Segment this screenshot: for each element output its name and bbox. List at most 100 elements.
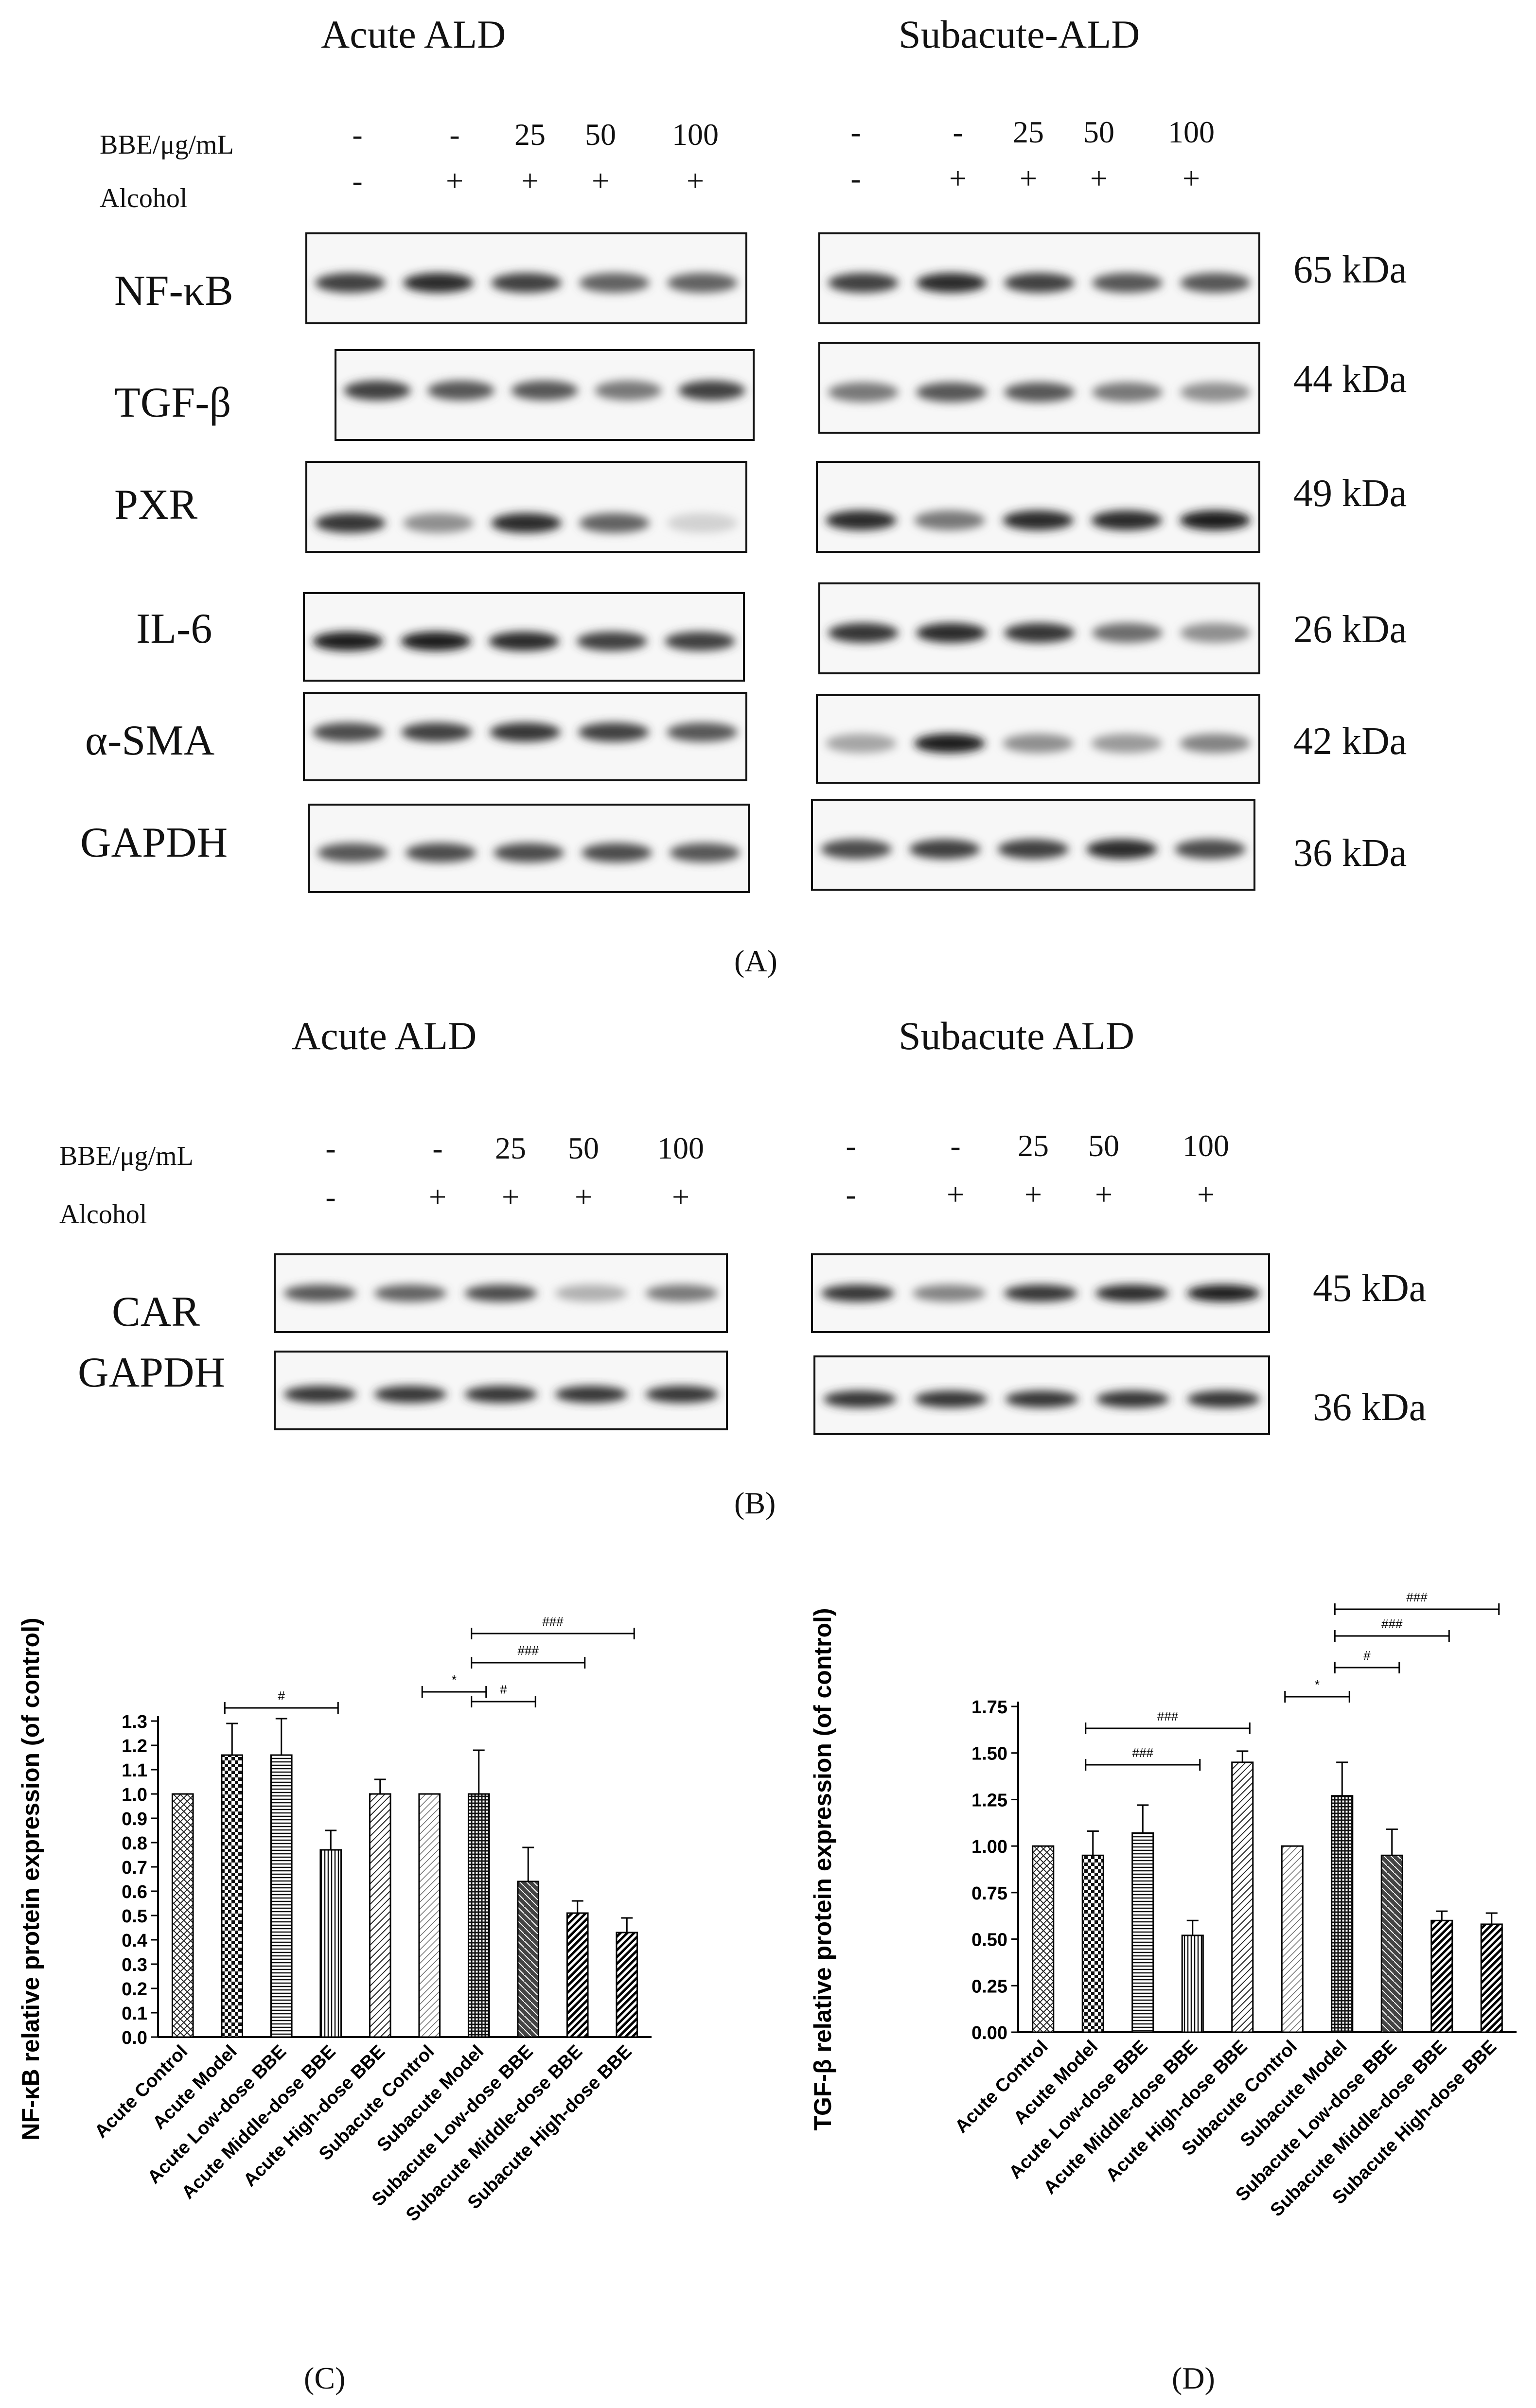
y-tick-label-2: 0.50 [971,1930,1007,1951]
panel-a-label: (A) [734,944,777,978]
y-tick-label-8: 0.8 [122,1833,147,1854]
panel-a-right-alcohol-0: - [850,161,861,195]
bar-2 [1131,1832,1154,2033]
panel-b-left-title: Acute ALD [292,1014,477,1058]
sig-label-5: ### [1406,1590,1428,1604]
blot-b-right-gapdh-band-4 [1187,1390,1260,1408]
blot-a-left-il6-band-4 [665,632,735,651]
y-tick-label-4: 0.4 [122,1931,147,1951]
panel-a-kda-tgfb: 44 kDa [1293,358,1407,401]
blot-a-right-pxr-band-0 [826,510,897,530]
panel-a-left-alcohol-0: - [352,163,363,198]
panel-a-left-bbe-0: - [352,117,363,152]
panel-a-protein-pxr: PXR [114,481,198,528]
y-tick-label-7: 0.7 [122,1858,147,1878]
blot-b-left-car-band-0 [283,1284,356,1302]
panel-a-kda-gapdh: 36 kDa [1293,832,1407,875]
panel-a-right-title: Subacute-ALD [899,12,1140,56]
y-tick-label-0: 0.0 [122,2028,147,2048]
sig-label-3: # [1363,1648,1371,1663]
blot-a-left-asma-band-0 [313,722,384,742]
blot-a-right-il6 [818,582,1260,674]
y-tick-label-2: 0.2 [122,1979,147,2000]
panel-b-left-alcohol-2: + [501,1179,520,1214]
sig-label-0: # [278,1688,285,1703]
panel-a-right-alcohol-4: + [1182,161,1201,195]
blot-b-right-car [811,1253,1270,1333]
blot-b-right-gapdh-band-3 [1096,1390,1169,1408]
bar-5 [1281,1845,1304,2033]
blot-a-right-tgfb-band-2 [1004,382,1075,403]
panel-b-right-bbe-4: 100 [1183,1128,1229,1163]
blot-a-right-gapdh-band-3 [1086,839,1157,860]
blot-a-right-gapdh-band-1 [909,839,980,860]
panel-a-kda-il6: 26 kDa [1293,608,1407,651]
panel-b-alcohol-label: Alcohol [59,1199,147,1230]
bar-4 [369,1793,391,2038]
sig-label-1: ### [1157,1709,1179,1723]
panel-a-right-bbe-0: - [850,115,861,149]
blot-a-right-pxr-band-2 [1003,510,1074,530]
bar-3 [1181,1934,1204,2033]
panel-a-right-bbe-3: 50 [1083,115,1114,149]
panel-b-right-alcohol-0: - [846,1177,856,1212]
panel-a-left-bbe-2: 25 [514,117,546,152]
chart-c-nfkb: 0.0 0.1 0.2 0.3 0.4 0.5 0.6 0.7 0.8 0.9 1.0 1.1 1.2 1… [17,1614,652,2226]
blot-a-right-tgfb-band-1 [916,382,987,403]
blot-a-right-pxr-band-3 [1091,510,1162,530]
bar-9 [616,1932,638,2038]
panel-a-right-bbe-1: - [953,115,963,149]
panel-b-right-alcohol-2: + [1024,1177,1042,1212]
y-tick-label-3: 0.75 [971,1883,1007,1904]
blot-a-left-asma-band-1 [401,722,472,742]
panel-b-kda-car: 45 kDa [1313,1267,1427,1310]
y-tick-label-4: 1.00 [971,1837,1007,1857]
panel-c-label: (C) [304,2361,346,2395]
panel-b-left-alcohol-4: + [671,1179,690,1214]
panel-b-left-alcohol-1: + [428,1179,447,1214]
panel-b-right-alcohol-3: + [1095,1177,1113,1212]
blot-a-left-nfkb-band-1 [403,273,474,293]
panel-a-protein-nfkb: NF-κB [114,267,233,315]
blot-a-right-asma-band-3 [1091,734,1162,753]
y-tick-label-12: 1.2 [122,1736,147,1757]
panel-b-protein-car: CAR [112,1288,200,1336]
panel-a-right-bbe-2: 25 [1013,115,1044,149]
y-tick-label-10: 1.0 [122,1785,147,1805]
panel-b-left-bbe-3: 50 [568,1131,599,1165]
panel-a-left-title: Acute ALD [321,12,506,56]
panel-b-protein-gapdh: GAPDH [78,1349,226,1396]
panel-a-kda-nfkb: 65 kDa [1293,248,1407,291]
blot-b-right-car-band-3 [1095,1284,1169,1302]
blot-a-left-il6-band-0 [313,632,383,651]
blot-a-right-nfkb-band-4 [1180,273,1251,293]
panel-b-right-bbe-1: - [950,1128,961,1163]
blot-a-left-gapdh-band-3 [582,843,652,862]
blot-b-left-gapdh [274,1351,728,1430]
blot-a-left-asma-band-3 [578,722,649,742]
bar-4 [1231,1761,1254,2033]
blot-a-right-asma-band-1 [914,734,985,753]
blot-b-right-car-band-0 [821,1284,895,1302]
blot-b-left-gapdh-band-3 [555,1386,628,1403]
blot-a-left-tgfb-band-1 [427,380,494,401]
blot-a-left-pxr-band-2 [491,513,562,533]
panel-a-left-alcohol-1: + [445,163,464,198]
panel-b-left-bbe-4: 100 [657,1131,704,1165]
panel-b-left-bbe-0: - [325,1131,336,1165]
blot-b-left-gapdh-band-1 [374,1386,447,1403]
bar-7 [517,1881,540,2038]
category-label-1: Acute Model [149,2041,241,2133]
panel-a-kda-pxr: 49 kDa [1293,472,1407,515]
panel-a-protein-tgfb: TGF-β [114,379,231,426]
bar-5 [418,1793,441,2038]
blot-a-left-gapdh [308,804,750,893]
sig-label-4: ### [1381,1617,1403,1631]
panel-b-left-alcohol-3: + [574,1179,593,1214]
blot-a-right-asma-band-0 [826,734,897,753]
panel-a-protein-gapdh: GAPDH [80,819,228,866]
blot-a-left-gapdh-band-1 [406,843,476,862]
blot-a-left-tgfb-band-0 [344,380,411,401]
bar-9 [1480,1923,1503,2033]
blot-a-left-il6-band-2 [489,632,559,651]
